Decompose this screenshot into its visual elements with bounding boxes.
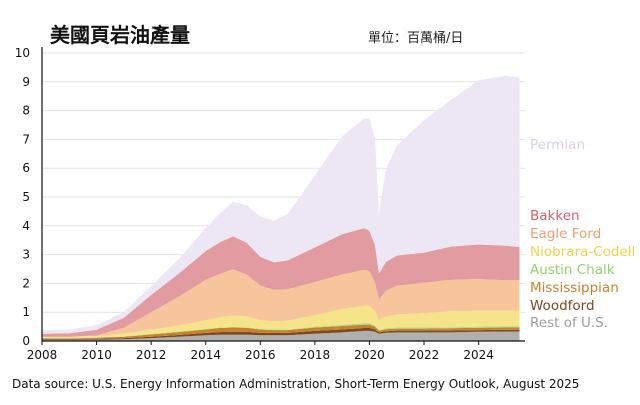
legend-mississippian: Mississippian [530, 280, 619, 296]
y-tick-label: 3 [22, 248, 30, 262]
y-tick-label: 0 [22, 334, 30, 348]
y-tick-label: 8 [22, 104, 30, 118]
legend-bakken: Bakken [530, 208, 580, 224]
x-tick-label: 2012 [136, 348, 167, 362]
area-woodford [42, 328, 520, 340]
y-tick-label: 10 [15, 46, 30, 60]
x-tick-label: 2022 [409, 348, 440, 362]
y-tick-label: 5 [22, 190, 30, 204]
legend-eagle-ford: Eagle Ford [530, 226, 601, 242]
y-tick-label: 7 [22, 132, 30, 146]
unit-label: 單位：百萬桶/日 [368, 31, 463, 46]
chart-title: 美國頁岩油產量 [50, 23, 190, 47]
legend: Permian Bakken Eagle Ford Niobrara-Codell Au… [530, 137, 635, 331]
x-tick-label: 2016 [245, 348, 276, 362]
x-tick-label: 2020 [354, 348, 385, 362]
area-mississippian [42, 324, 520, 339]
legend-niobrara-codell: Niobrara-Codell [530, 244, 635, 260]
x-tick-label: 2014 [190, 348, 221, 362]
y-axis-ticks: 0 1 2 3 4 5 6 7 8 9 10 [15, 46, 30, 348]
legend-woodford: Woodford [530, 298, 595, 314]
legend-rest-of-u-s: Rest of U.S. [530, 315, 608, 331]
grid-lines [42, 52, 525, 313]
y-tick-label: 1 [22, 305, 30, 319]
legend-permian: Permian [530, 137, 585, 153]
area-permian [42, 75, 520, 334]
stacked-areas [42, 75, 520, 341]
x-tick-label: 2008 [27, 348, 58, 362]
area-niobrara-codell [42, 305, 520, 339]
y-tick-label: 9 [22, 75, 30, 89]
x-tick-label: 2024 [463, 348, 494, 362]
y-tick-label: 4 [22, 219, 30, 233]
axes [41, 47, 525, 342]
legend-austin-chalk: Austin Chalk [530, 262, 615, 278]
x-axis-ticks: 2008 2010 2012 2014 2016 2018 2020 2022 2024 [27, 341, 494, 362]
data-source-note: Data source: U.S. Energy Information Adm… [12, 377, 579, 391]
x-tick-label: 2018 [300, 348, 331, 362]
x-tick-label: 2010 [81, 348, 112, 362]
area-eagle-ford [42, 269, 520, 337]
y-tick-label: 2 [22, 276, 30, 290]
area-bakken [42, 228, 520, 337]
y-tick-label: 6 [22, 161, 30, 175]
area-rest-of-u-s [42, 330, 520, 341]
